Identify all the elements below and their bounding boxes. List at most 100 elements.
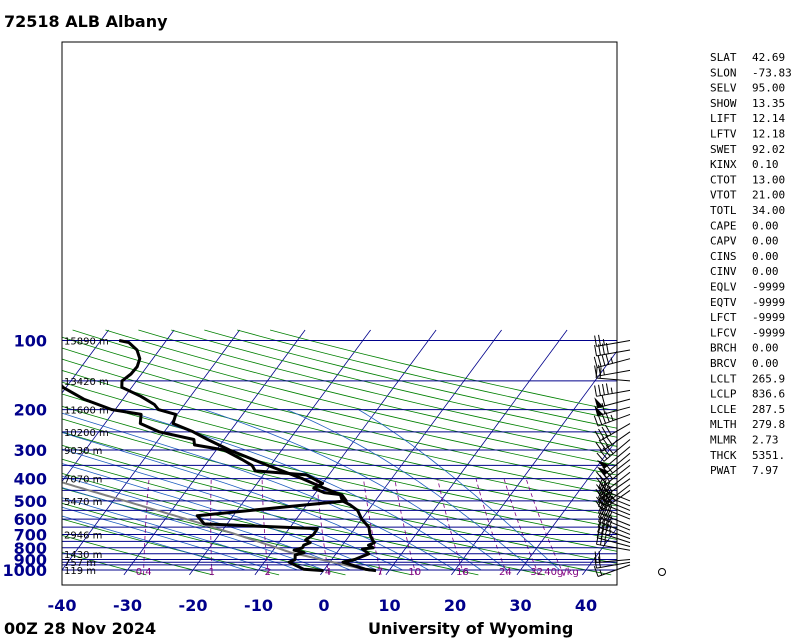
wind-barb-full (601, 512, 607, 524)
wind-barb-half (609, 511, 613, 518)
wind-barb-full (598, 495, 604, 507)
wind-barb-full (594, 344, 598, 356)
mixing-ratio-label: 24 (499, 567, 512, 578)
wind-barb-full (605, 424, 612, 435)
wind-barb-full (605, 444, 614, 454)
wind-barb-full (594, 430, 601, 441)
index-name: EQTV (710, 296, 737, 309)
index-name: EQLV (710, 281, 737, 294)
wind-barb-full (594, 335, 598, 347)
index-name: PWAT (710, 464, 737, 477)
index-value: 5351. (752, 449, 785, 462)
parcel-path-line (62, 481, 371, 572)
pressure-tick-label: 800 (14, 539, 47, 558)
wind-barb-full (598, 428, 605, 439)
index-name: CTOT (710, 173, 737, 186)
wind-barb-full (601, 403, 606, 414)
wind-barb-staff (596, 543, 631, 551)
wind-barb-full (599, 450, 608, 460)
wind-barb-staff (596, 369, 631, 377)
wind-barb-half (599, 569, 603, 576)
wind-barb-full (601, 488, 607, 500)
dry-adiabat-line (269, 329, 617, 412)
dry-adiabat-line (237, 329, 617, 420)
index-name: SELV (710, 82, 737, 95)
pressure-tick-label: 700 (14, 526, 47, 545)
dry-adiabat-line (138, 329, 617, 447)
index-value: 12.18 (752, 128, 785, 141)
wind-barb-full (605, 498, 611, 510)
wind-barb-full (598, 491, 604, 503)
wind-barb-half (610, 414, 614, 421)
index-value: 34.00 (752, 204, 785, 217)
wind-barb-full (605, 485, 611, 497)
index-name: CAPV (710, 235, 737, 248)
index-value: 287.5 (752, 403, 785, 416)
wind-barb-icon (594, 364, 631, 377)
mixing-ratio-label: 16 (456, 567, 469, 578)
calm-wind-icon (658, 568, 666, 576)
wind-barb-full (601, 484, 607, 495)
index-name: TOTL (710, 204, 737, 217)
wind-barb-icon (595, 431, 631, 452)
observation-time: 00Z 28 Nov 2024 (4, 619, 156, 638)
pressure-tick-label: 100 (14, 332, 47, 351)
index-value: 0.10 (752, 158, 779, 171)
wind-barb-icon (593, 564, 631, 577)
isotherm-line (320, 329, 502, 576)
dry-adiabat-line (204, 329, 617, 429)
wind-barb-full (595, 366, 598, 378)
wind-barb-full (604, 523, 610, 535)
wind-barb-full (598, 384, 601, 396)
wind-barb-full (593, 415, 599, 427)
moist-adiabat-line (62, 475, 351, 571)
station-title: 72518 ALB Albany (4, 12, 168, 31)
dry-adiabat-line (72, 329, 617, 466)
wind-barb-full (594, 385, 598, 397)
index-value: 279.8 (752, 418, 785, 431)
mixing-ratio-line (210, 478, 213, 575)
wind-barb-half (608, 525, 612, 532)
wind-barb-half (609, 505, 613, 512)
index-value: -73.83 (752, 66, 792, 79)
index-value: -9999 (752, 296, 785, 309)
wind-barb-staff (597, 358, 631, 368)
mixing-ratio-line (261, 478, 269, 575)
wind-barb-half (608, 529, 612, 537)
sounding-traces (62, 339, 377, 573)
source-label: University of Wyoming (368, 619, 573, 638)
index-name: LCLE (710, 403, 737, 416)
wind-barb-full (601, 508, 607, 520)
isotherm-line (254, 329, 437, 576)
index-value: -9999 (752, 326, 785, 339)
index-name: LFCT (710, 311, 737, 324)
wind-barb-full (598, 551, 601, 563)
pressure-tick-label: 200 (14, 401, 47, 420)
index-name: LCLT (710, 372, 737, 385)
wind-barb-staff (596, 349, 631, 357)
dry-adiabat-line (62, 347, 617, 486)
index-name: KINX (710, 158, 737, 171)
wind-barb-half (609, 520, 613, 527)
dry-adiabat-line (62, 393, 617, 529)
index-value: 836.6 (752, 388, 785, 401)
wind-barb-full (605, 342, 609, 354)
wind-barb-icon (596, 446, 631, 469)
temperature-tick-label: 10 (378, 596, 400, 615)
wind-barb-full (593, 566, 599, 577)
wind-barb-staff (603, 439, 631, 462)
wind-barb-full (601, 493, 607, 504)
wind-barb-full (602, 472, 610, 482)
mixing-ratio-label: 1 (209, 567, 215, 578)
height-label: 2946 m (64, 531, 102, 542)
index-name: SHOW (710, 97, 737, 110)
wind-barb-staff (597, 564, 631, 577)
height-label: 5470 m (64, 497, 102, 508)
wind-barb-icon (594, 383, 631, 397)
mixing-ratio-line (316, 478, 330, 575)
wind-barb-half (604, 533, 607, 540)
wind-barb-full (597, 521, 602, 533)
wind-barb-staff (598, 505, 631, 520)
wind-barb-full (601, 384, 605, 396)
isotherm-line (123, 329, 306, 576)
